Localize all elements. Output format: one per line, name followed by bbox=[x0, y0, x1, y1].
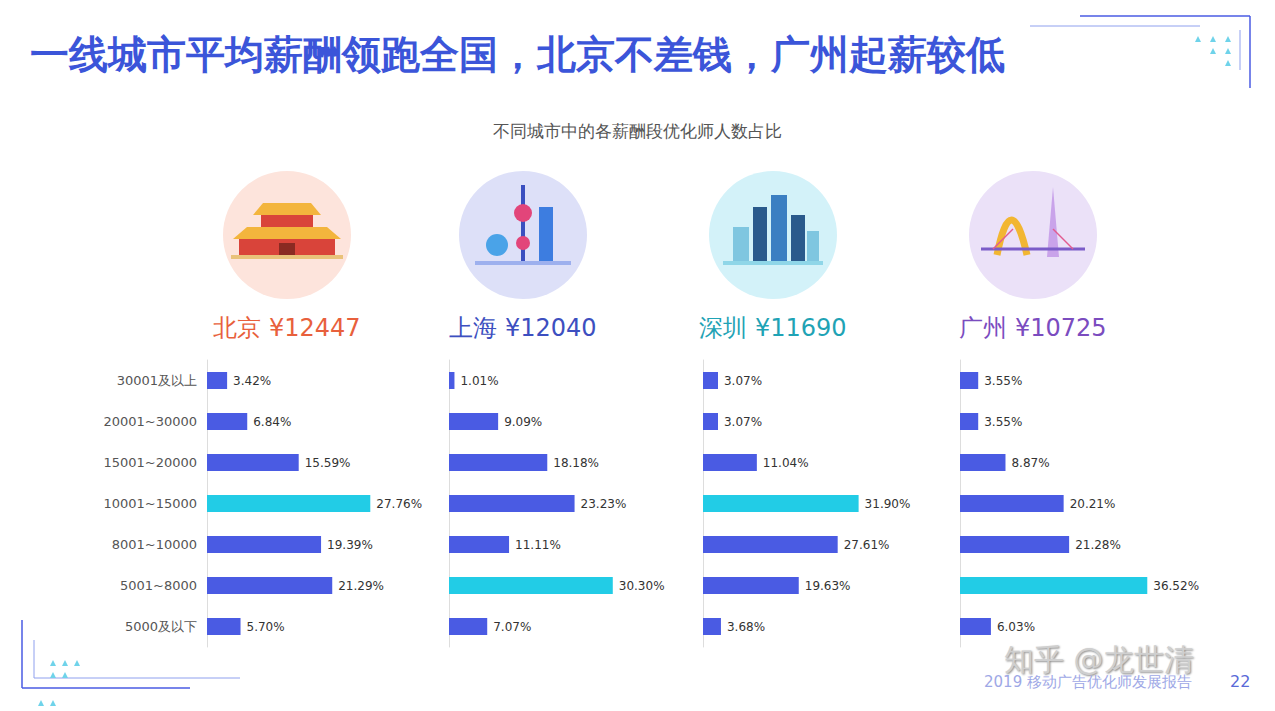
svg-text:3.07%: 3.07% bbox=[724, 374, 762, 388]
svg-text:1.01%: 1.01% bbox=[460, 374, 498, 388]
svg-text:19.63%: 19.63% bbox=[805, 579, 851, 593]
html-text:不同城市中的各薪酬段优化师人数占比: 不同城市中的各薪酬段优化师人数占比 bbox=[493, 121, 782, 141]
svg-text:27.61%: 27.61% bbox=[844, 538, 890, 552]
svg-text:19.39%: 19.39% bbox=[327, 538, 373, 552]
svg-text:3.55%: 3.55% bbox=[984, 415, 1022, 429]
svg-text:15.59%: 15.59% bbox=[305, 456, 351, 470]
svg-text:8.87%: 8.87% bbox=[1011, 456, 1049, 470]
svg-text:11.04%: 11.04% bbox=[763, 456, 809, 470]
svg-text:23.23%: 23.23% bbox=[581, 497, 627, 511]
svg-text:5.70%: 5.70% bbox=[247, 620, 285, 634]
html-text:北京 ¥12447: 北京 ¥12447 bbox=[213, 314, 361, 342]
svg-text:30001及以上: 30001及以上 bbox=[117, 373, 197, 388]
html-text:22: 22 bbox=[1230, 672, 1251, 691]
svg-text:10001~15000: 10001~15000 bbox=[103, 496, 197, 511]
svg-text:5001~8000: 5001~8000 bbox=[120, 578, 197, 593]
svg-text:6.84%: 6.84% bbox=[253, 415, 291, 429]
html-text:广州 ¥10725: 广州 ¥10725 bbox=[959, 314, 1107, 342]
html-text:知乎 @龙世清: 知乎 @龙世清 bbox=[1004, 642, 1194, 677]
svg-text:21.29%: 21.29% bbox=[338, 579, 384, 593]
svg-text:6.03%: 6.03% bbox=[997, 620, 1035, 634]
svg-text:31.90%: 31.90% bbox=[865, 497, 911, 511]
svg-text:3.07%: 3.07% bbox=[724, 415, 762, 429]
svg-text:30.30%: 30.30% bbox=[619, 579, 665, 593]
svg-text:21.28%: 21.28% bbox=[1075, 538, 1121, 552]
html-text:2019 移动广告优化师发展报告: 2019 移动广告优化师发展报告 bbox=[984, 673, 1192, 691]
html-text:深圳 ¥11690: 深圳 ¥11690 bbox=[699, 314, 847, 342]
svg-text:20001~30000: 20001~30000 bbox=[103, 414, 197, 429]
svg-text:7.07%: 7.07% bbox=[493, 620, 531, 634]
svg-text:3.68%: 3.68% bbox=[727, 620, 765, 634]
svg-text:20.21%: 20.21% bbox=[1070, 497, 1116, 511]
svg-text:3.42%: 3.42% bbox=[233, 374, 271, 388]
html-text:上海 ¥12040: 上海 ¥12040 bbox=[449, 314, 597, 342]
svg-text:27.76%: 27.76% bbox=[376, 497, 422, 511]
svg-text:11.11%: 11.11% bbox=[515, 538, 561, 552]
html-text:一线城市平均薪酬领跑全国，北京不差钱，广州起薪较低: 一线城市平均薪酬领跑全国，北京不差钱，广州起薪较低 bbox=[30, 32, 1005, 77]
svg-text:36.52%: 36.52% bbox=[1153, 579, 1199, 593]
svg-text:9.09%: 9.09% bbox=[504, 415, 542, 429]
svg-text:8001~10000: 8001~10000 bbox=[112, 537, 197, 552]
svg-text:3.55%: 3.55% bbox=[984, 374, 1022, 388]
svg-text:18.18%: 18.18% bbox=[553, 456, 599, 470]
svg-text:15001~20000: 15001~20000 bbox=[103, 455, 197, 470]
svg-text:5000及以下: 5000及以下 bbox=[125, 619, 197, 634]
